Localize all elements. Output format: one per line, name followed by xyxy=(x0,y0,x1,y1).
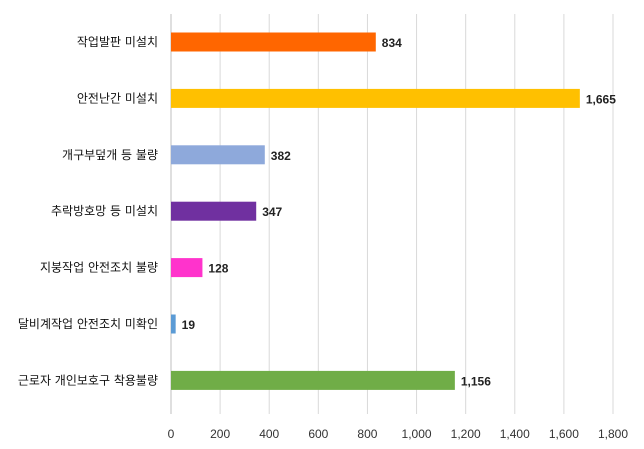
x-tick-label: 200 xyxy=(210,427,230,441)
bar xyxy=(171,145,265,165)
x-tick-label: 1,200 xyxy=(451,427,481,441)
bar xyxy=(171,258,203,278)
x-tick-label: 0 xyxy=(168,427,175,441)
category-label: 달비계작업 안전조치 미확인 xyxy=(18,317,158,331)
category-label: 작업발판 미설치 xyxy=(77,35,158,49)
bar xyxy=(171,201,257,221)
x-tick-label: 1,600 xyxy=(549,427,579,441)
x-tick-label: 400 xyxy=(259,427,279,441)
label-layer: 작업발판 미설치 834 안전난간 미설치 1,665 개구부덮개 등 불량 382 추락방… xyxy=(18,35,616,388)
x-tick-layer: 0 200 400 600 800 1,000 1,200 1,400 1,600 1,800 xyxy=(168,427,629,441)
value-label: 128 xyxy=(208,262,228,276)
category-label: 지붕작업 안전조치 불량 xyxy=(40,261,158,275)
value-label: 347 xyxy=(262,205,282,219)
x-tick-label: 1,400 xyxy=(500,427,530,441)
bar xyxy=(171,370,455,390)
bar xyxy=(171,88,580,108)
category-label: 근로자 개인보호구 착용불량 xyxy=(18,373,158,387)
value-label: 1,665 xyxy=(586,92,616,106)
x-tick-label: 1,800 xyxy=(598,427,628,441)
value-label: 1,156 xyxy=(461,374,491,388)
x-tick-label: 600 xyxy=(308,427,328,441)
bar-layer xyxy=(171,32,580,390)
value-label: 834 xyxy=(382,36,402,50)
category-label: 개구부덮개 등 불량 xyxy=(62,148,158,162)
x-tick-label: 1,000 xyxy=(402,427,432,441)
grid-layer xyxy=(170,14,614,414)
bar xyxy=(171,314,176,334)
x-tick-label: 800 xyxy=(357,427,377,441)
category-label: 추락방호망 등 미설치 xyxy=(51,204,158,218)
value-label: 382 xyxy=(271,149,291,163)
value-label: 19 xyxy=(182,318,196,332)
bar xyxy=(171,32,376,52)
category-label: 안전난간 미설치 xyxy=(77,91,158,105)
